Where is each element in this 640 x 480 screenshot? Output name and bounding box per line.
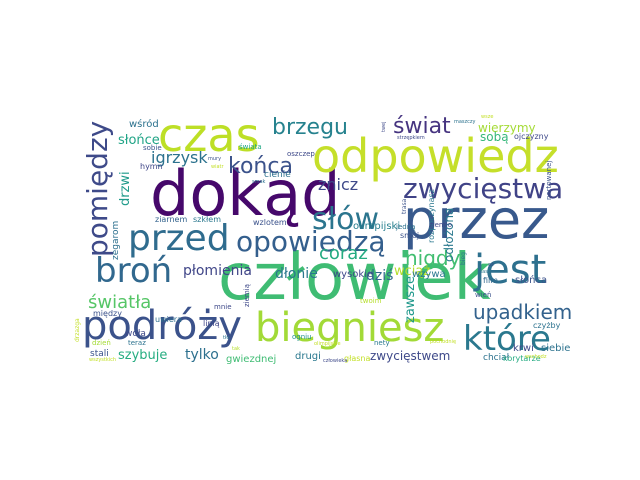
word-wsrod: wśród [129, 119, 159, 130]
word-ziemio: ziemio [429, 221, 452, 229]
word-wien: wień [475, 291, 492, 299]
word-wschodz: wschodz [525, 354, 547, 360]
word-ktore: które [463, 319, 551, 359]
word-drugi: drugi [295, 351, 321, 362]
word-gwiezdnej: gwiezdnej [226, 354, 277, 365]
word-stali: stali [90, 349, 109, 359]
word-mnie: mnie [214, 303, 232, 311]
word-wzywa: wzywa [412, 269, 446, 280]
word-pochodni: pochodnię [430, 339, 457, 345]
word-nartowanej: nartowanej [545, 160, 553, 200]
word-slonca: słońca [515, 275, 548, 286]
word-podrozy: podróży [82, 303, 242, 349]
word-sznurek: strzępkiem [397, 135, 425, 141]
word-zegarom: zegarom [111, 220, 121, 260]
word-glasna: głasna [344, 354, 371, 363]
word-nety: nety [374, 339, 390, 347]
word-korytarze: korytarze [503, 354, 541, 363]
word-plomienia: płomienia [183, 263, 252, 279]
word-jest: jest [474, 247, 547, 293]
word-igrzysk: igrzysk [151, 148, 208, 167]
word-az: aż [488, 262, 494, 268]
word-slonce: słońce [118, 133, 160, 148]
word-soba: sobą [480, 130, 509, 144]
word-film: film [483, 276, 499, 285]
word-rozpoczynasz: rozpoczynasz [427, 189, 436, 243]
word-szklem: szkłem [193, 215, 221, 224]
word-przez: przez [403, 188, 550, 251]
word-zwyciestwa: zwycięstwa [403, 172, 564, 205]
word-olimpijski: olimpijski [353, 221, 401, 232]
word-wsz: wsze [481, 114, 494, 120]
word-sobie: sobie [143, 144, 162, 152]
word-czyzby: czyżby [533, 321, 561, 330]
word-dlonie: dłonie [275, 266, 318, 282]
word-czlowiek: człowiek [218, 241, 491, 315]
word-zawsze: zawsze [403, 275, 418, 323]
word-smak: smak [252, 179, 266, 185]
word-brzegu: brzegu [272, 115, 349, 140]
word-teraz: teraz [128, 339, 146, 347]
word-maszy: maszczy [454, 119, 476, 125]
word-miedzy: między [93, 309, 122, 318]
word-szybuje: szybuje [118, 348, 168, 363]
word-wmury: mury [208, 156, 222, 162]
word-wierzymy: wierzymy [478, 121, 536, 135]
word-cienie: cienie [264, 170, 291, 180]
word-drzwi: drzwi [118, 171, 133, 206]
word-uwiera: uwiera [155, 315, 182, 324]
word-pomiedzy: pomiędzy [81, 120, 114, 257]
word-coraz: coraz [319, 243, 368, 264]
word-nigdy: nigdy [405, 246, 461, 270]
word-wzlotem: wzlotem [253, 218, 287, 227]
word-upadkiem: upadkiem [473, 300, 573, 324]
word-zwyciestwem: zwycięstwem [370, 349, 451, 363]
word-wysokie: wysokie [333, 269, 374, 280]
word-olimpias: olimpijskie [314, 341, 341, 347]
word-ogniu: ogniu [292, 333, 312, 341]
word-dzis: dziś [366, 268, 394, 284]
word-siebie: siebie [541, 343, 571, 354]
word-znicz: znicz [318, 175, 359, 194]
word-trasa: trasa [401, 198, 408, 214]
word-dzien: dzień [92, 339, 111, 347]
word-tylko: tylko [185, 347, 219, 363]
word-wola: woła [125, 329, 146, 339]
word-linia: linią [203, 319, 220, 328]
word-ojczyzny: ojczyzny [514, 132, 549, 141]
word-konca: końca [228, 154, 293, 179]
word-wspaz: wszystkich [89, 357, 117, 363]
word-czas: czas [158, 108, 260, 162]
word-oszczep: oszczep [287, 150, 315, 158]
word-tlo: tło [223, 335, 230, 341]
word-twoim: twoim [360, 297, 382, 305]
word-biegniesz: biegniesz [255, 305, 445, 351]
word-swiata: świata [239, 143, 262, 151]
word-hymn: hymn [140, 162, 163, 171]
word-twej: twej [381, 121, 387, 132]
word-przed: przed [128, 218, 230, 259]
word-opowiedza: opowiedzą [236, 225, 386, 258]
word-ziemia: ziemią [243, 284, 251, 307]
word-odpowiedz: odpowiedz [312, 129, 559, 183]
word-biegl: bieg [460, 252, 467, 265]
word-cz2: człowieka [323, 358, 348, 364]
word-swiat: świat [393, 114, 451, 139]
word-smoj: smój [400, 231, 420, 240]
word-odlozona: odłożona [442, 207, 456, 262]
word-krwi: krwi [513, 343, 534, 354]
word-chcial: chciał [483, 353, 510, 363]
word-swiatla: światła [88, 292, 152, 313]
word-wiatr: wiatr [211, 164, 224, 170]
word-ziarnem: ziarnem [155, 215, 188, 224]
word-jedna: jedną [396, 223, 416, 231]
word-drzazga: drzazga [74, 318, 81, 342]
word-tak: tak [232, 346, 240, 352]
word-wciaz: wciąż [394, 264, 431, 279]
word-nasz: nasz [479, 269, 491, 275]
word-bron: broń [95, 251, 173, 291]
word-slow: słów [312, 202, 380, 237]
word-dokad: dokąd [150, 157, 341, 230]
